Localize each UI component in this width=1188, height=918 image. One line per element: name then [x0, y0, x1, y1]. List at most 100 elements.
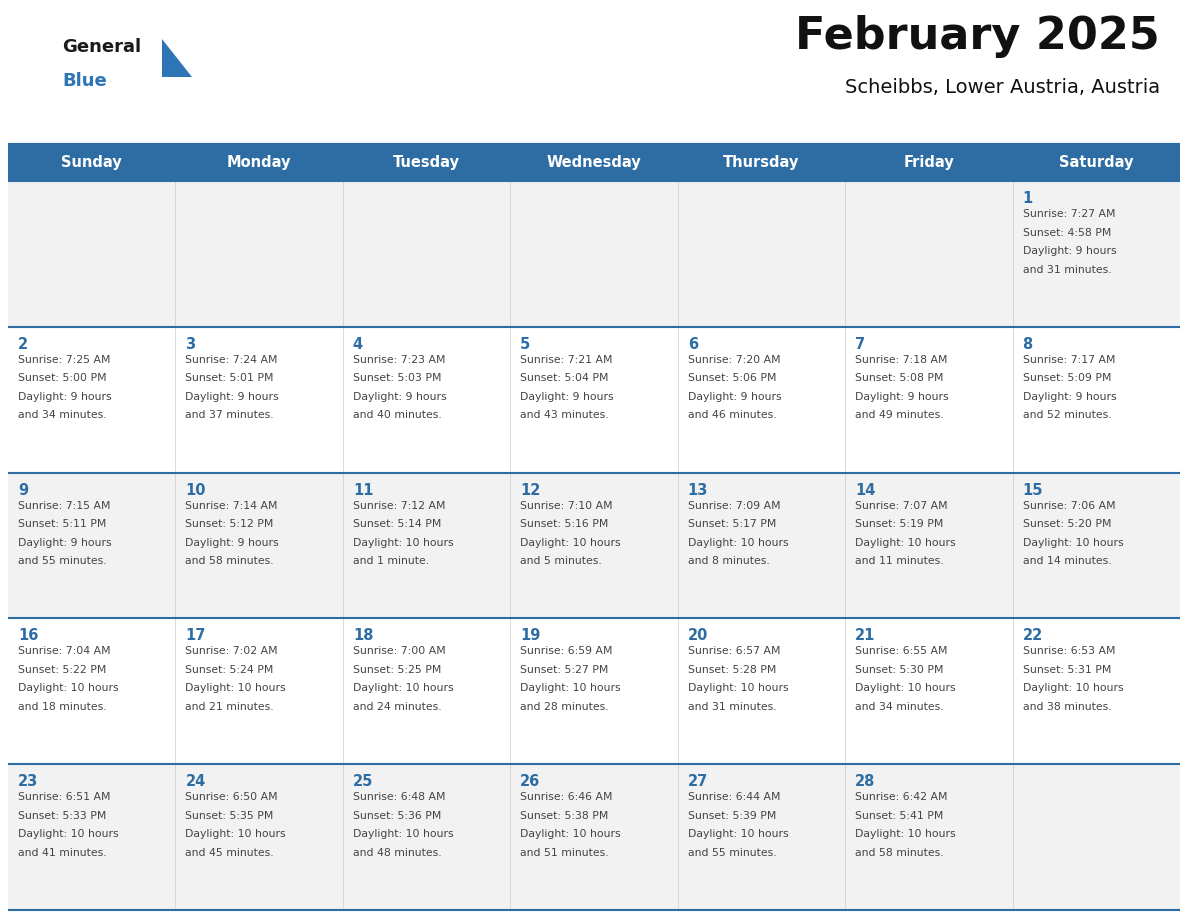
Text: Sunrise: 7:06 AM: Sunrise: 7:06 AM — [1023, 500, 1116, 510]
Text: and 58 minutes.: and 58 minutes. — [185, 556, 274, 566]
Text: and 34 minutes.: and 34 minutes. — [18, 410, 107, 420]
FancyBboxPatch shape — [511, 619, 677, 764]
Text: Daylight: 10 hours: Daylight: 10 hours — [353, 683, 454, 693]
FancyBboxPatch shape — [176, 764, 343, 910]
Text: Daylight: 10 hours: Daylight: 10 hours — [1023, 538, 1123, 548]
FancyBboxPatch shape — [1012, 764, 1180, 910]
Text: and 31 minutes.: and 31 minutes. — [1023, 264, 1111, 274]
Text: Sunset: 5:41 PM: Sunset: 5:41 PM — [855, 811, 943, 821]
Text: Sunset: 5:22 PM: Sunset: 5:22 PM — [18, 665, 107, 675]
Text: Sunrise: 7:17 AM: Sunrise: 7:17 AM — [1023, 354, 1116, 364]
Text: Sunset: 5:36 PM: Sunset: 5:36 PM — [353, 811, 441, 821]
Text: and 55 minutes.: and 55 minutes. — [18, 556, 107, 566]
Text: Sunrise: 6:48 AM: Sunrise: 6:48 AM — [353, 792, 446, 802]
Text: Daylight: 10 hours: Daylight: 10 hours — [353, 829, 454, 839]
Text: Monday: Monday — [227, 155, 291, 171]
Text: Sunset: 5:24 PM: Sunset: 5:24 PM — [185, 665, 273, 675]
Text: 25: 25 — [353, 774, 373, 789]
Text: Sunset: 5:16 PM: Sunset: 5:16 PM — [520, 519, 608, 529]
FancyBboxPatch shape — [845, 619, 1012, 764]
Text: 26: 26 — [520, 774, 541, 789]
Text: Daylight: 10 hours: Daylight: 10 hours — [520, 538, 621, 548]
FancyBboxPatch shape — [677, 327, 845, 473]
Text: Daylight: 9 hours: Daylight: 9 hours — [688, 392, 782, 402]
Text: Friday: Friday — [904, 155, 954, 171]
FancyBboxPatch shape — [8, 145, 1180, 181]
Text: Sunrise: 7:25 AM: Sunrise: 7:25 AM — [18, 354, 110, 364]
Text: and 5 minutes.: and 5 minutes. — [520, 556, 602, 566]
Text: Sunrise: 6:57 AM: Sunrise: 6:57 AM — [688, 646, 781, 656]
FancyBboxPatch shape — [343, 473, 511, 619]
Text: Sunset: 5:38 PM: Sunset: 5:38 PM — [520, 811, 608, 821]
Text: 3: 3 — [185, 337, 196, 352]
Text: Daylight: 10 hours: Daylight: 10 hours — [185, 829, 286, 839]
Text: Daylight: 10 hours: Daylight: 10 hours — [688, 683, 789, 693]
FancyBboxPatch shape — [343, 327, 511, 473]
Text: Daylight: 10 hours: Daylight: 10 hours — [688, 538, 789, 548]
Text: Sunrise: 7:04 AM: Sunrise: 7:04 AM — [18, 646, 110, 656]
Text: 1: 1 — [1023, 191, 1032, 206]
Text: February 2025: February 2025 — [795, 15, 1159, 58]
Text: Sunset: 5:11 PM: Sunset: 5:11 PM — [18, 519, 107, 529]
Text: Sunrise: 6:59 AM: Sunrise: 6:59 AM — [520, 646, 613, 656]
FancyBboxPatch shape — [8, 764, 176, 910]
Text: Sunrise: 7:09 AM: Sunrise: 7:09 AM — [688, 500, 781, 510]
FancyBboxPatch shape — [8, 327, 176, 473]
FancyBboxPatch shape — [511, 473, 677, 619]
Text: and 28 minutes.: and 28 minutes. — [520, 702, 609, 711]
Text: 28: 28 — [855, 774, 876, 789]
FancyBboxPatch shape — [511, 764, 677, 910]
Text: Sunset: 5:12 PM: Sunset: 5:12 PM — [185, 519, 273, 529]
Text: Tuesday: Tuesday — [393, 155, 460, 171]
Text: Sunrise: 7:24 AM: Sunrise: 7:24 AM — [185, 354, 278, 364]
FancyBboxPatch shape — [343, 619, 511, 764]
Text: General: General — [62, 38, 141, 56]
Text: Daylight: 10 hours: Daylight: 10 hours — [855, 683, 956, 693]
Text: Sunset: 5:33 PM: Sunset: 5:33 PM — [18, 811, 107, 821]
Text: Sunrise: 6:46 AM: Sunrise: 6:46 AM — [520, 792, 613, 802]
Text: Sunset: 5:20 PM: Sunset: 5:20 PM — [1023, 519, 1111, 529]
Text: Daylight: 10 hours: Daylight: 10 hours — [520, 829, 621, 839]
Text: Sunset: 5:27 PM: Sunset: 5:27 PM — [520, 665, 608, 675]
Text: Sunset: 5:09 PM: Sunset: 5:09 PM — [1023, 374, 1111, 384]
Text: and 31 minutes.: and 31 minutes. — [688, 702, 776, 711]
Text: Daylight: 9 hours: Daylight: 9 hours — [185, 538, 279, 548]
Text: and 37 minutes.: and 37 minutes. — [185, 410, 274, 420]
Text: Sunrise: 7:21 AM: Sunrise: 7:21 AM — [520, 354, 613, 364]
Text: 27: 27 — [688, 774, 708, 789]
Text: 8: 8 — [1023, 337, 1032, 352]
Text: Daylight: 9 hours: Daylight: 9 hours — [520, 392, 614, 402]
Text: Scheibbs, Lower Austria, Austria: Scheibbs, Lower Austria, Austria — [845, 78, 1159, 97]
FancyBboxPatch shape — [677, 764, 845, 910]
Text: Sunset: 5:35 PM: Sunset: 5:35 PM — [185, 811, 273, 821]
Polygon shape — [162, 39, 192, 77]
Text: Daylight: 10 hours: Daylight: 10 hours — [688, 829, 789, 839]
Text: Sunset: 5:14 PM: Sunset: 5:14 PM — [353, 519, 441, 529]
Text: Daylight: 10 hours: Daylight: 10 hours — [18, 829, 119, 839]
Text: Daylight: 10 hours: Daylight: 10 hours — [353, 538, 454, 548]
Text: Sunset: 5:31 PM: Sunset: 5:31 PM — [1023, 665, 1111, 675]
FancyBboxPatch shape — [8, 619, 176, 764]
Text: and 11 minutes.: and 11 minutes. — [855, 556, 943, 566]
Text: Sunset: 5:08 PM: Sunset: 5:08 PM — [855, 374, 943, 384]
Text: 2: 2 — [18, 337, 29, 352]
FancyBboxPatch shape — [343, 181, 511, 327]
Text: Daylight: 9 hours: Daylight: 9 hours — [353, 392, 447, 402]
Text: Sunday: Sunday — [62, 155, 122, 171]
Text: Sunrise: 6:44 AM: Sunrise: 6:44 AM — [688, 792, 781, 802]
Text: 18: 18 — [353, 629, 373, 644]
FancyBboxPatch shape — [677, 473, 845, 619]
FancyBboxPatch shape — [176, 181, 343, 327]
FancyBboxPatch shape — [845, 181, 1012, 327]
Text: Sunrise: 7:18 AM: Sunrise: 7:18 AM — [855, 354, 948, 364]
FancyBboxPatch shape — [1012, 181, 1180, 327]
Text: Sunrise: 7:20 AM: Sunrise: 7:20 AM — [688, 354, 781, 364]
Text: and 52 minutes.: and 52 minutes. — [1023, 410, 1111, 420]
Text: 4: 4 — [353, 337, 364, 352]
Text: Daylight: 10 hours: Daylight: 10 hours — [18, 683, 119, 693]
Text: Sunrise: 7:27 AM: Sunrise: 7:27 AM — [1023, 209, 1116, 219]
Text: Sunrise: 7:12 AM: Sunrise: 7:12 AM — [353, 500, 446, 510]
Text: Daylight: 10 hours: Daylight: 10 hours — [520, 683, 621, 693]
Text: Sunrise: 7:10 AM: Sunrise: 7:10 AM — [520, 500, 613, 510]
Text: and 18 minutes.: and 18 minutes. — [18, 702, 107, 711]
